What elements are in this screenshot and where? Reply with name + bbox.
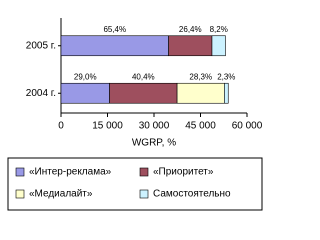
legend-swatch (139, 167, 149, 177)
bar-segment (224, 82, 229, 104)
bar-segment (211, 35, 226, 57)
x-tick-label: 60 000 (232, 121, 263, 132)
x-tick-label: 45 000 (185, 121, 216, 132)
legend-label: «Интер-реклама» (29, 167, 112, 178)
x-tick-label: 15 000 (92, 121, 123, 132)
data-label: 8,2% (210, 25, 228, 34)
legend-swatch (15, 167, 25, 177)
y-tick-label: 2004 г. (26, 88, 56, 99)
bar-segment (168, 35, 213, 57)
y-tick-label: 2005 г. (26, 40, 56, 51)
data-label: 65,4% (103, 25, 126, 34)
data-label: 26,4% (179, 25, 202, 34)
bar-segment (60, 35, 169, 57)
chart: WGRP, % 0 15 000 30 000 45 000 60 000 2005 г.… (7, 18, 263, 211)
legend-swatch (139, 189, 149, 199)
data-label: 28,3% (189, 72, 212, 81)
data-label: 40,4% (132, 72, 155, 81)
data-label: 2,3% (217, 72, 235, 81)
x-tick-label: 30 000 (139, 121, 170, 132)
bar-segment (60, 82, 110, 104)
legend-label: Самостоятельно (153, 189, 231, 200)
x-tick-label: 0 (58, 121, 64, 132)
legend-label: «Медиалайт» (29, 189, 93, 200)
legend-box (7, 157, 263, 211)
bar-segment (109, 82, 178, 104)
x-axis-title: WGRP, % (132, 138, 176, 149)
legend-label: «Приоритет» (153, 167, 214, 178)
data-label: 29,0% (74, 72, 97, 81)
bar-segment (176, 82, 225, 104)
legend-swatch (15, 189, 25, 199)
